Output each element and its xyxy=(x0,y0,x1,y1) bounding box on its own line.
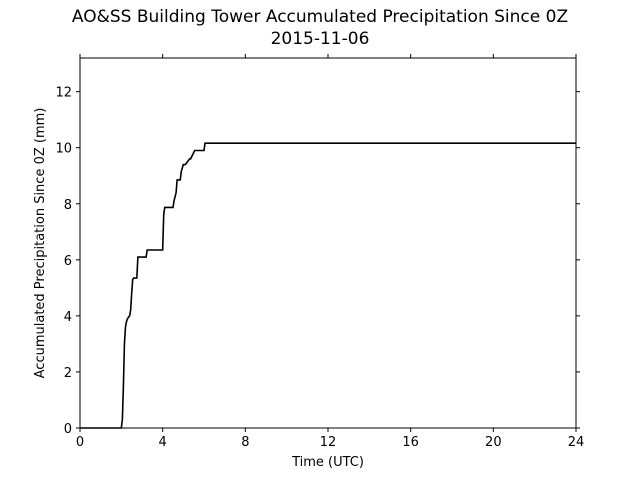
precipitation-series-line xyxy=(80,142,576,429)
y-tick-label: 10 xyxy=(55,142,72,157)
x-tick-label: 24 xyxy=(568,435,585,450)
x-tick-label: 20 xyxy=(485,435,502,450)
x-axis-label: Time (UTC) xyxy=(291,455,364,470)
y-tick-label: 0 xyxy=(64,422,72,437)
y-tick-label: 4 xyxy=(64,310,72,325)
y-tick-label: 6 xyxy=(64,254,72,269)
x-tick-label: 12 xyxy=(320,435,337,450)
chart-subtitle: 2015-11-06 xyxy=(270,29,370,49)
x-tick-label: 0 xyxy=(76,435,84,450)
x-tick-label: 4 xyxy=(159,435,167,450)
series-layer xyxy=(80,142,576,429)
chart-title: AO&SS Building Tower Accumulated Precipi… xyxy=(0,6,640,50)
axes-frame xyxy=(79,57,577,429)
x-tick-label: 8 xyxy=(241,435,249,450)
y-tick-label: 2 xyxy=(64,366,72,381)
x-tick-label: 16 xyxy=(402,435,419,450)
y-tick-label: 12 xyxy=(55,86,72,101)
y-tick-label: 8 xyxy=(64,198,72,213)
y-axis-label: Accumulated Precipitation Since 0Z (mm) xyxy=(33,108,48,379)
chart-title-line: AO&SS Building Tower Accumulated Precipi… xyxy=(71,7,569,27)
